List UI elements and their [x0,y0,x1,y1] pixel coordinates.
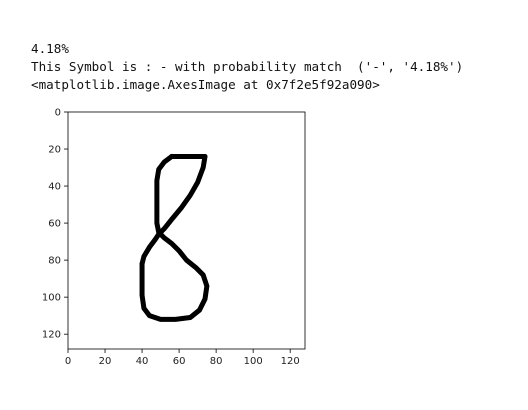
digit-stroke-2 [139,153,210,322]
digit-strokes [139,153,210,322]
x-tick-label: 40 [136,356,149,367]
y-tick-label: 60 [48,219,61,230]
y-tick-label: 100 [42,293,61,304]
x-tick-label: 20 [99,356,112,367]
y-tick-label: 20 [48,145,61,156]
output-percentage-line: 4.18% [31,41,69,56]
image-background [68,112,305,349]
output-symbol-line: This Symbol is : - with probability matc… [31,59,464,74]
y-axis-ticks: 0 20 40 60 80 100 120 [42,108,68,341]
digit-stroke-1 [139,153,208,267]
axes-frame [67,111,306,350]
x-axis-ticks: 0 20 40 60 80 100 120 [65,349,300,367]
x-tick-label: 60 [173,356,186,367]
x-tick-label: 80 [210,356,223,367]
output-axesimage-repr: <matplotlib.image.AxesImage at 0x7f2e5f9… [31,77,380,92]
y-tick-label: 120 [42,330,61,341]
x-tick-label: 120 [281,356,300,367]
y-tick-label: 0 [55,108,61,119]
y-tick-label: 80 [48,256,61,267]
y-tick-label: 40 [48,182,61,193]
x-tick-label: 0 [65,356,71,367]
x-tick-label: 100 [244,356,263,367]
